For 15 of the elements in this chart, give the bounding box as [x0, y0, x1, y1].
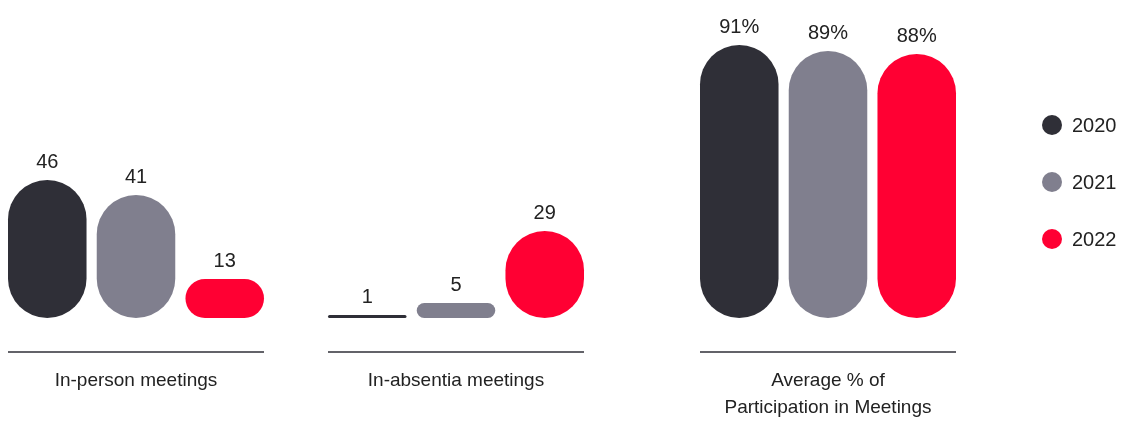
- data-label: 5: [450, 273, 462, 295]
- legend-label: 2022: [1072, 228, 1117, 250]
- data-label: 89%: [807, 21, 849, 43]
- legend-label: 2021: [1072, 171, 1117, 193]
- data-label: 46: [36, 150, 59, 172]
- x-axis-title: In-person meetings: [54, 369, 218, 390]
- data-label: 1: [361, 285, 373, 307]
- data-label: 41: [124, 165, 148, 187]
- data-label: 29: [533, 201, 556, 223]
- legend-label: 2020: [1072, 114, 1117, 136]
- data-label: 88%: [896, 24, 937, 46]
- data-label: 91%: [719, 15, 760, 37]
- x-axis-title: In-absentia meetings: [367, 369, 545, 390]
- data-label: 13: [213, 249, 236, 271]
- x-axis-title: Average % of Participation in Meetings: [724, 369, 932, 417]
